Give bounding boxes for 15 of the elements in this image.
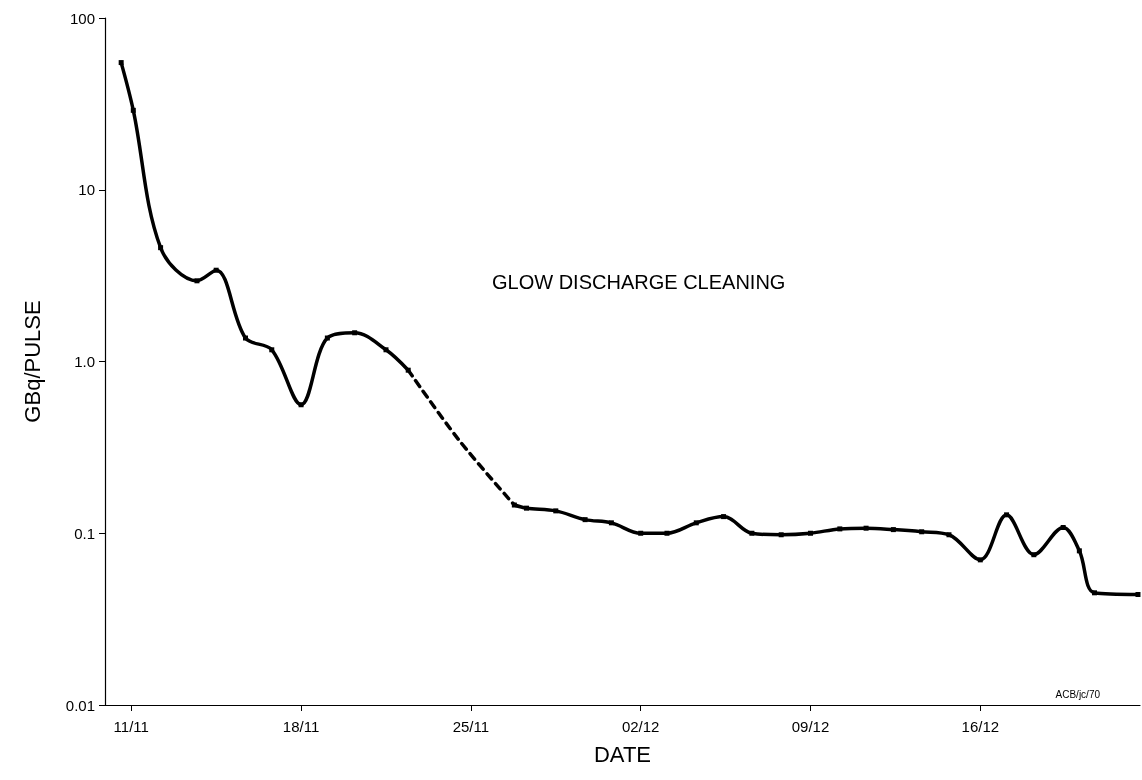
y-tick-label: 0.01 xyxy=(65,696,95,714)
x-tick-label: 02/12 xyxy=(621,718,660,735)
x-tick-label: 09/12 xyxy=(791,718,830,735)
x-tick-label: 11/11 xyxy=(113,718,149,735)
y-tick-label: 1.0 xyxy=(74,353,95,370)
y-tick-label: 100 xyxy=(69,9,95,27)
annotation: GLOW DISCHARGE CLEANING xyxy=(492,271,786,293)
x-axis-title: DATE xyxy=(593,741,652,767)
annotation: ACB/jc/70 xyxy=(1055,688,1101,700)
y-tick-label: 0.1 xyxy=(74,524,95,542)
x-tick-label: 25/11 xyxy=(452,718,490,735)
y-axis-title: GBq/PULSE xyxy=(19,300,45,423)
x-tick-label: 18/11 xyxy=(282,718,320,735)
x-tick-label: 16/12 xyxy=(961,718,1000,735)
y-tick-label: 10 xyxy=(78,181,95,199)
